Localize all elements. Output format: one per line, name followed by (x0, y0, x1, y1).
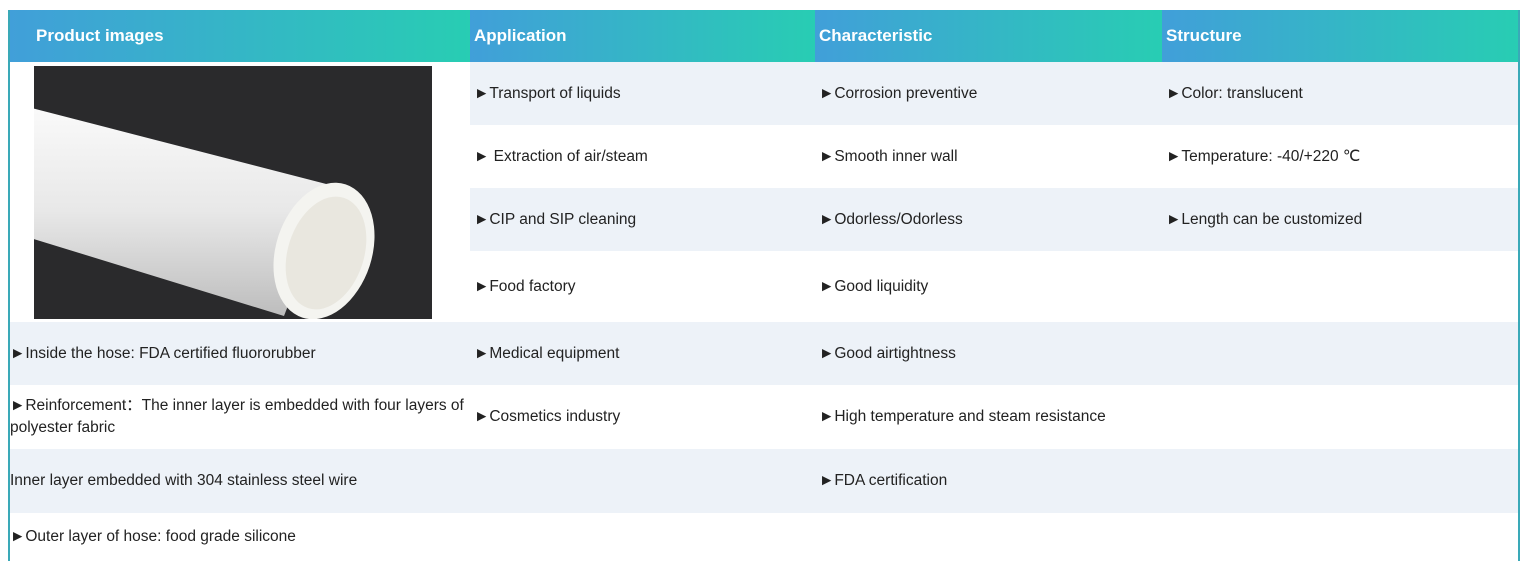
table: Product images Application Characteristi… (10, 10, 1518, 561)
cell: Inner layer embedded with 304 stainless … (10, 449, 815, 513)
row: ►Transport of liquids ►Corrosion prevent… (10, 62, 1518, 319)
header-cell: Product images (10, 10, 470, 62)
product-image (34, 65, 432, 319)
cell: ►Cosmetics industry (474, 408, 621, 425)
image-cell (10, 62, 470, 322)
header-cell: Characteristic (815, 10, 1162, 62)
cell: ►Good airtightness (815, 322, 1162, 385)
header-row: Product images Application Characteristi… (10, 10, 1518, 62)
cell: ►FDA certification (815, 449, 1162, 513)
cell: ►Reinforcement：The inner layer is embedd… (10, 397, 464, 436)
row: ► Extraction of air/steam ►Smooth inner … (10, 125, 1518, 188)
row: ►Outer layer of hose: food grade silicon… (10, 513, 1518, 561)
cell (1162, 322, 1518, 385)
cell (815, 513, 1162, 561)
cell (1162, 513, 1518, 561)
cell: ►Medical equipment (470, 322, 815, 385)
cell: ►Length can be customized (1162, 188, 1518, 251)
header-cell: Application (470, 10, 815, 62)
cell: ►Odorless/Odorless (815, 188, 1162, 251)
row: ►CIP and SIP cleaning ►Odorless/Odorless… (10, 188, 1518, 251)
cell: ►Color: translucent (1162, 62, 1518, 125)
cell: ►Smooth inner wall (819, 147, 958, 165)
row: Inner layer embedded with 304 stainless … (10, 449, 1518, 513)
cell: ►High temperature and steam resistance (819, 408, 1106, 425)
cell: ►Inside the hose: FDA certified fluororu… (10, 322, 470, 385)
cell (1162, 251, 1518, 322)
cell: ►Transport of liquids (470, 62, 815, 125)
cell: ►Outer layer of hose: food grade silicon… (10, 528, 296, 545)
hose-picture (34, 108, 375, 319)
cell: ►Corrosion preventive (815, 62, 1162, 125)
product-table: Product images Application Characteristi… (8, 10, 1520, 561)
cell: ► Extraction of air/steam (474, 147, 648, 165)
cell: ►CIP and SIP cleaning (470, 188, 815, 251)
row: ►Food factory ►Good liquidity (10, 251, 1518, 322)
row: ►Reinforcement：The inner layer is embedd… (10, 385, 1518, 449)
cell: ►Good liquidity (819, 277, 929, 295)
row: ►Inside the hose: FDA certified fluororu… (10, 322, 1518, 385)
cell (470, 513, 815, 561)
cell: ►Food factory (474, 277, 576, 295)
cell (1162, 449, 1518, 513)
header-cell: Structure (1162, 10, 1518, 62)
cell: ►Temperature: -40/+220 ℃ (1166, 147, 1361, 165)
